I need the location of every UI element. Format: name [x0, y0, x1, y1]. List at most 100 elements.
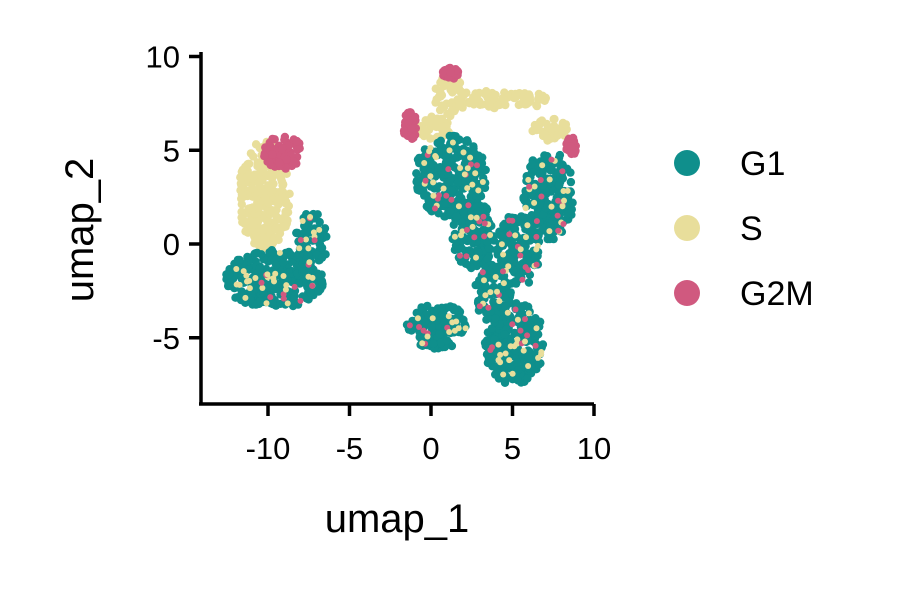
data-point	[279, 258, 288, 267]
data-point	[506, 217, 513, 224]
data-point	[415, 159, 424, 168]
data-point	[237, 180, 246, 190]
data-point	[433, 184, 442, 193]
data-point	[532, 101, 541, 110]
data-point	[430, 192, 437, 199]
data-point	[537, 177, 544, 183]
data-point	[445, 313, 452, 320]
data-point	[525, 363, 532, 369]
y-tick-label: 0	[163, 227, 180, 262]
data-point	[282, 286, 289, 293]
data-point	[531, 183, 538, 190]
data-point	[523, 374, 532, 383]
data-point	[531, 199, 538, 206]
data-point	[535, 354, 542, 361]
data-point	[485, 304, 492, 311]
data-point	[248, 184, 257, 193]
data-point	[297, 237, 304, 243]
data-point	[259, 288, 268, 298]
data-point	[280, 291, 287, 298]
data-point	[469, 223, 476, 230]
data-point	[266, 207, 275, 216]
data-point	[444, 169, 453, 178]
data-point	[499, 221, 508, 230]
data-point	[429, 339, 438, 348]
data-point	[422, 177, 429, 184]
data-point	[433, 138, 442, 148]
data-point	[471, 280, 480, 290]
data-point	[267, 294, 274, 301]
data-point	[546, 176, 553, 183]
data-point	[258, 279, 265, 286]
data-point	[234, 257, 244, 266]
data-point	[443, 192, 450, 199]
data-point	[528, 328, 537, 337]
data-point	[559, 203, 566, 210]
data-point	[455, 203, 462, 210]
data-point	[268, 247, 277, 257]
data-point	[260, 152, 269, 161]
x-axis-title: umap_1	[325, 497, 470, 541]
data-point	[279, 180, 288, 189]
data-point	[459, 315, 468, 325]
data-point	[225, 270, 234, 279]
data-point	[500, 371, 507, 378]
data-point	[292, 136, 302, 146]
data-point	[500, 96, 509, 105]
data-point	[467, 214, 474, 221]
data-point	[487, 289, 494, 296]
data-point	[434, 209, 443, 218]
data-point	[237, 190, 247, 199]
data-point	[263, 300, 270, 307]
legend-label-g2m: G2M	[740, 275, 814, 313]
data-point	[538, 181, 547, 190]
data-point	[242, 294, 249, 301]
data-point	[429, 315, 436, 322]
data-point	[449, 139, 456, 146]
data-point	[502, 350, 509, 357]
data-point	[423, 301, 432, 311]
data-point	[252, 275, 259, 281]
data-point	[531, 314, 540, 323]
data-point	[500, 268, 506, 275]
data-point	[484, 243, 494, 253]
data-point	[512, 306, 519, 313]
data-point	[263, 217, 272, 226]
data-point	[554, 212, 561, 219]
data-point	[524, 353, 533, 362]
data-point	[523, 234, 529, 241]
x-tick-label: -10	[246, 431, 291, 466]
data-point	[272, 270, 279, 277]
data-point	[310, 229, 317, 236]
data-point	[525, 176, 532, 183]
data-point	[268, 134, 277, 144]
data-point	[534, 121, 544, 130]
data-point	[463, 236, 472, 246]
data-point	[436, 78, 445, 87]
data-point	[479, 269, 486, 276]
data-point	[522, 338, 528, 345]
data-point	[555, 227, 562, 234]
data-point	[445, 166, 452, 173]
data-point	[498, 241, 505, 248]
data-point	[289, 157, 298, 166]
data-point	[514, 316, 521, 323]
data-point	[467, 263, 476, 273]
legend-item-s: S	[674, 210, 763, 248]
data-point	[317, 253, 327, 262]
data-point	[524, 222, 531, 229]
data-point	[248, 220, 258, 230]
data-point	[453, 318, 460, 325]
data-point	[516, 100, 525, 109]
legend-item-g2m: G2M	[674, 275, 814, 313]
data-point	[316, 226, 323, 233]
data-point	[543, 136, 552, 145]
data-point	[566, 142, 576, 151]
data-point	[405, 108, 415, 117]
data-point	[265, 158, 274, 167]
data-point	[561, 197, 567, 204]
data-point	[305, 273, 312, 280]
data-point	[491, 90, 500, 100]
data-point	[514, 336, 521, 343]
